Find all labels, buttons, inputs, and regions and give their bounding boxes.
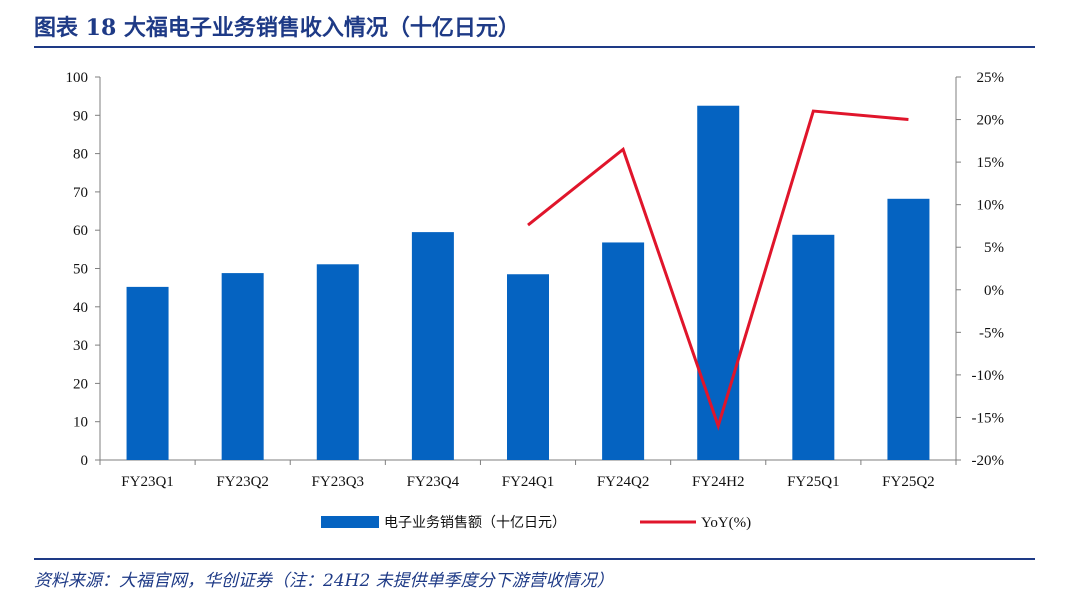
bar bbox=[221, 273, 264, 460]
left-tick-label: 50 bbox=[73, 262, 88, 278]
category-label: FY25Q2 bbox=[882, 474, 935, 490]
legend-label-bar: 电子业务销售额（十亿日元） bbox=[384, 515, 566, 531]
bar bbox=[507, 274, 549, 460]
left-tick-label: 90 bbox=[73, 108, 88, 124]
left-tick-label: 10 bbox=[73, 415, 88, 431]
right-tick-label: 10% bbox=[977, 198, 1005, 214]
bar-series bbox=[126, 105, 930, 460]
line-series bbox=[527, 109, 909, 431]
right-tick-label: -15% bbox=[972, 410, 1005, 426]
bar bbox=[602, 242, 645, 460]
left-tick-label: 70 bbox=[73, 185, 88, 201]
bar bbox=[887, 198, 930, 460]
source-note: 资料来源：大福官网，华创证券（注：24H2 未提供单季度分下游营收情况） bbox=[34, 571, 614, 591]
legend-label-line: YoY(%) bbox=[701, 515, 751, 531]
source-rule bbox=[34, 558, 1035, 560]
left-tick-label: 60 bbox=[73, 223, 88, 239]
left-tick-label: 0 bbox=[81, 453, 89, 469]
right-tick-label: 15% bbox=[977, 155, 1005, 171]
category-label: FY25Q1 bbox=[787, 474, 840, 490]
left-tick-label: 80 bbox=[73, 147, 88, 163]
left-tick-label: 20 bbox=[73, 376, 88, 392]
bar bbox=[697, 105, 740, 460]
right-axis-ticks: -20% -15% -10% -5% 0% 5% 10% 15% 20% 25% bbox=[956, 70, 1004, 469]
bar bbox=[792, 234, 835, 460]
left-tick-label: 30 bbox=[73, 338, 88, 354]
category-labels: FY23Q1 FY23Q2 FY23Q3 FY23Q4 FY24Q1 FY24Q2 FY24… bbox=[121, 474, 934, 490]
bar bbox=[316, 264, 359, 460]
figure-title: 图表 18 大福电子业务销售收入情况（十亿日元） bbox=[34, 15, 520, 41]
left-axis-ticks: 0 10 20 30 40 50 60 70 80 90 100 bbox=[66, 70, 100, 469]
category-label: FY23Q2 bbox=[216, 474, 269, 490]
legend-swatch-bar bbox=[321, 516, 379, 528]
category-label: FY23Q1 bbox=[121, 474, 174, 490]
right-tick-label: 20% bbox=[977, 113, 1005, 129]
title-rule bbox=[34, 46, 1035, 48]
category-label: FY24H2 bbox=[692, 474, 745, 490]
right-tick-label: -10% bbox=[972, 368, 1005, 384]
right-tick-label: 25% bbox=[977, 70, 1005, 86]
bar bbox=[411, 232, 454, 460]
left-tick-label: 100 bbox=[66, 70, 89, 86]
category-label: FY24Q2 bbox=[597, 474, 650, 490]
category-label: FY24Q1 bbox=[502, 474, 555, 490]
category-label: FY23Q3 bbox=[312, 474, 365, 490]
legend: 电子业务销售额（十亿日元） YoY(%) bbox=[321, 515, 751, 531]
right-tick-label: -20% bbox=[972, 453, 1005, 469]
right-tick-label: -5% bbox=[979, 325, 1004, 341]
right-tick-label: 0% bbox=[984, 283, 1004, 299]
bar bbox=[126, 286, 169, 460]
figure-header: 图表 18 大福电子业务销售收入情况（十亿日元） bbox=[0, 0, 1040, 48]
left-tick-label: 40 bbox=[73, 300, 88, 316]
right-tick-label: 5% bbox=[984, 240, 1004, 256]
category-label: FY23Q4 bbox=[407, 474, 460, 490]
